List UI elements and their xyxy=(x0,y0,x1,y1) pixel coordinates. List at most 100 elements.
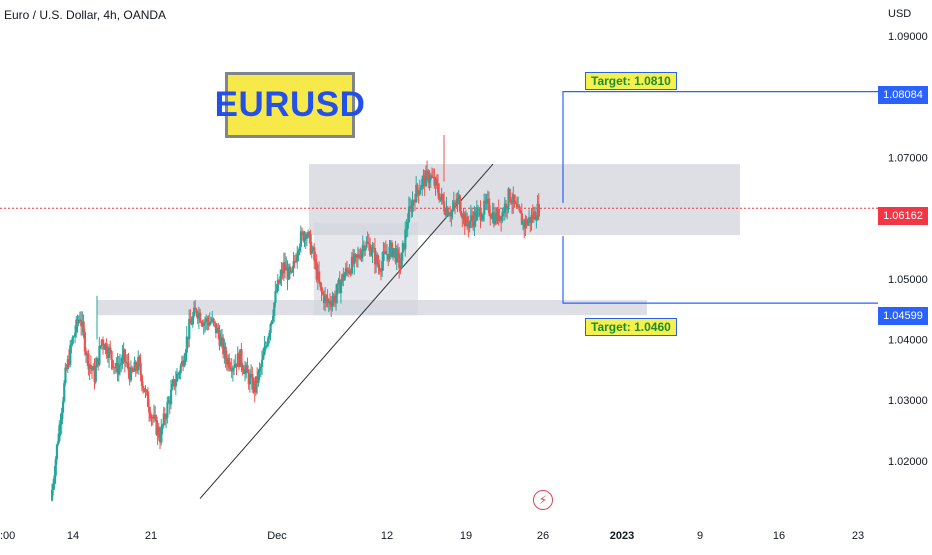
candle-body xyxy=(216,327,219,334)
candle-body xyxy=(137,356,140,371)
candle-body xyxy=(520,213,523,225)
candle-body xyxy=(182,361,185,367)
candle-body xyxy=(235,363,238,367)
candle-body xyxy=(261,359,264,367)
candle-body xyxy=(128,370,131,381)
candle-body xyxy=(430,175,434,177)
flash-icon[interactable]: ⚡ xyxy=(533,490,553,510)
candle-body xyxy=(395,249,398,263)
candle-body xyxy=(390,242,394,257)
candle-body xyxy=(308,231,311,235)
candle-body xyxy=(229,367,232,369)
candle-body xyxy=(242,370,246,374)
candle-body xyxy=(63,383,66,402)
candle-body xyxy=(321,291,324,294)
candle-body xyxy=(186,336,190,340)
candle-body xyxy=(292,260,295,268)
candle-body xyxy=(207,321,210,326)
candle-body xyxy=(478,208,481,210)
candle-body xyxy=(424,170,428,187)
candle-body xyxy=(457,195,460,199)
candle-body xyxy=(337,279,340,284)
x-tick-label: 2023 xyxy=(610,530,634,542)
candle-body xyxy=(479,208,482,221)
candle-body xyxy=(251,374,254,390)
candle-body xyxy=(52,483,55,490)
candle-body xyxy=(60,412,63,425)
candle-body xyxy=(498,215,502,221)
candle-body xyxy=(97,358,100,365)
candle-body xyxy=(403,243,406,250)
candle-body xyxy=(157,426,161,438)
candle-body xyxy=(155,416,158,435)
candle-body xyxy=(507,188,510,207)
candle-body xyxy=(252,380,255,390)
candle-body xyxy=(293,260,296,262)
candle-body xyxy=(80,319,83,327)
candle-body xyxy=(171,383,174,390)
candle-body xyxy=(523,220,526,229)
candle-body xyxy=(512,194,515,204)
candle-body xyxy=(111,360,114,368)
lower-target-label: Target: 1.0460 xyxy=(585,318,677,336)
upper-target-line xyxy=(562,91,878,203)
candle-body xyxy=(339,282,343,294)
candle-body xyxy=(388,246,391,260)
candle-body xyxy=(422,175,425,179)
candle-body xyxy=(121,354,124,364)
candle-body xyxy=(57,441,60,445)
candle-body xyxy=(319,281,322,287)
candle-body xyxy=(205,318,208,322)
candle-body xyxy=(307,231,310,237)
candle-body xyxy=(379,270,383,272)
candle-body xyxy=(467,223,470,228)
candle-body xyxy=(296,254,299,262)
candle-body xyxy=(152,414,156,419)
candle-body xyxy=(126,362,129,364)
candle-body xyxy=(67,359,71,365)
candle-body xyxy=(110,350,113,361)
candle-body xyxy=(202,322,205,326)
candle-body xyxy=(93,366,96,382)
candle-body xyxy=(443,201,446,212)
candle-body xyxy=(440,194,443,198)
candle-body xyxy=(224,346,227,360)
y-tick-label: 1.03000 xyxy=(888,395,928,407)
candle-body xyxy=(258,368,261,372)
candle-body xyxy=(491,212,494,219)
candle-body xyxy=(387,254,390,260)
candle-body xyxy=(271,316,275,321)
candle-body xyxy=(91,367,94,371)
candle-body xyxy=(377,264,380,268)
candle-body xyxy=(428,179,431,183)
candle-body xyxy=(460,211,463,216)
candle-body xyxy=(350,256,354,274)
candle-body xyxy=(64,367,67,384)
candle-body xyxy=(481,214,485,219)
candle-body xyxy=(248,375,252,385)
y-tick-label: 1.04000 xyxy=(888,335,928,347)
candle-body xyxy=(433,177,436,186)
candle-body xyxy=(411,201,414,212)
candle-body xyxy=(100,339,103,346)
x-tick-label: :00 xyxy=(0,530,15,542)
candle-body xyxy=(101,339,105,347)
candle-body xyxy=(369,244,372,256)
candle-body xyxy=(112,367,116,369)
candle-body xyxy=(381,260,384,271)
candle-body xyxy=(76,319,79,324)
candle-body xyxy=(450,211,453,217)
candle-body xyxy=(526,221,530,226)
candle-body xyxy=(298,246,301,251)
candle-body xyxy=(338,279,341,294)
candle-body xyxy=(278,279,281,284)
candle-body xyxy=(325,295,328,298)
candle-body xyxy=(454,202,457,204)
candle-body xyxy=(446,207,449,216)
candle-body xyxy=(227,358,230,365)
candle-body xyxy=(146,391,150,407)
candle-body xyxy=(461,215,464,219)
trendline xyxy=(199,163,494,499)
candle-body xyxy=(328,300,332,305)
